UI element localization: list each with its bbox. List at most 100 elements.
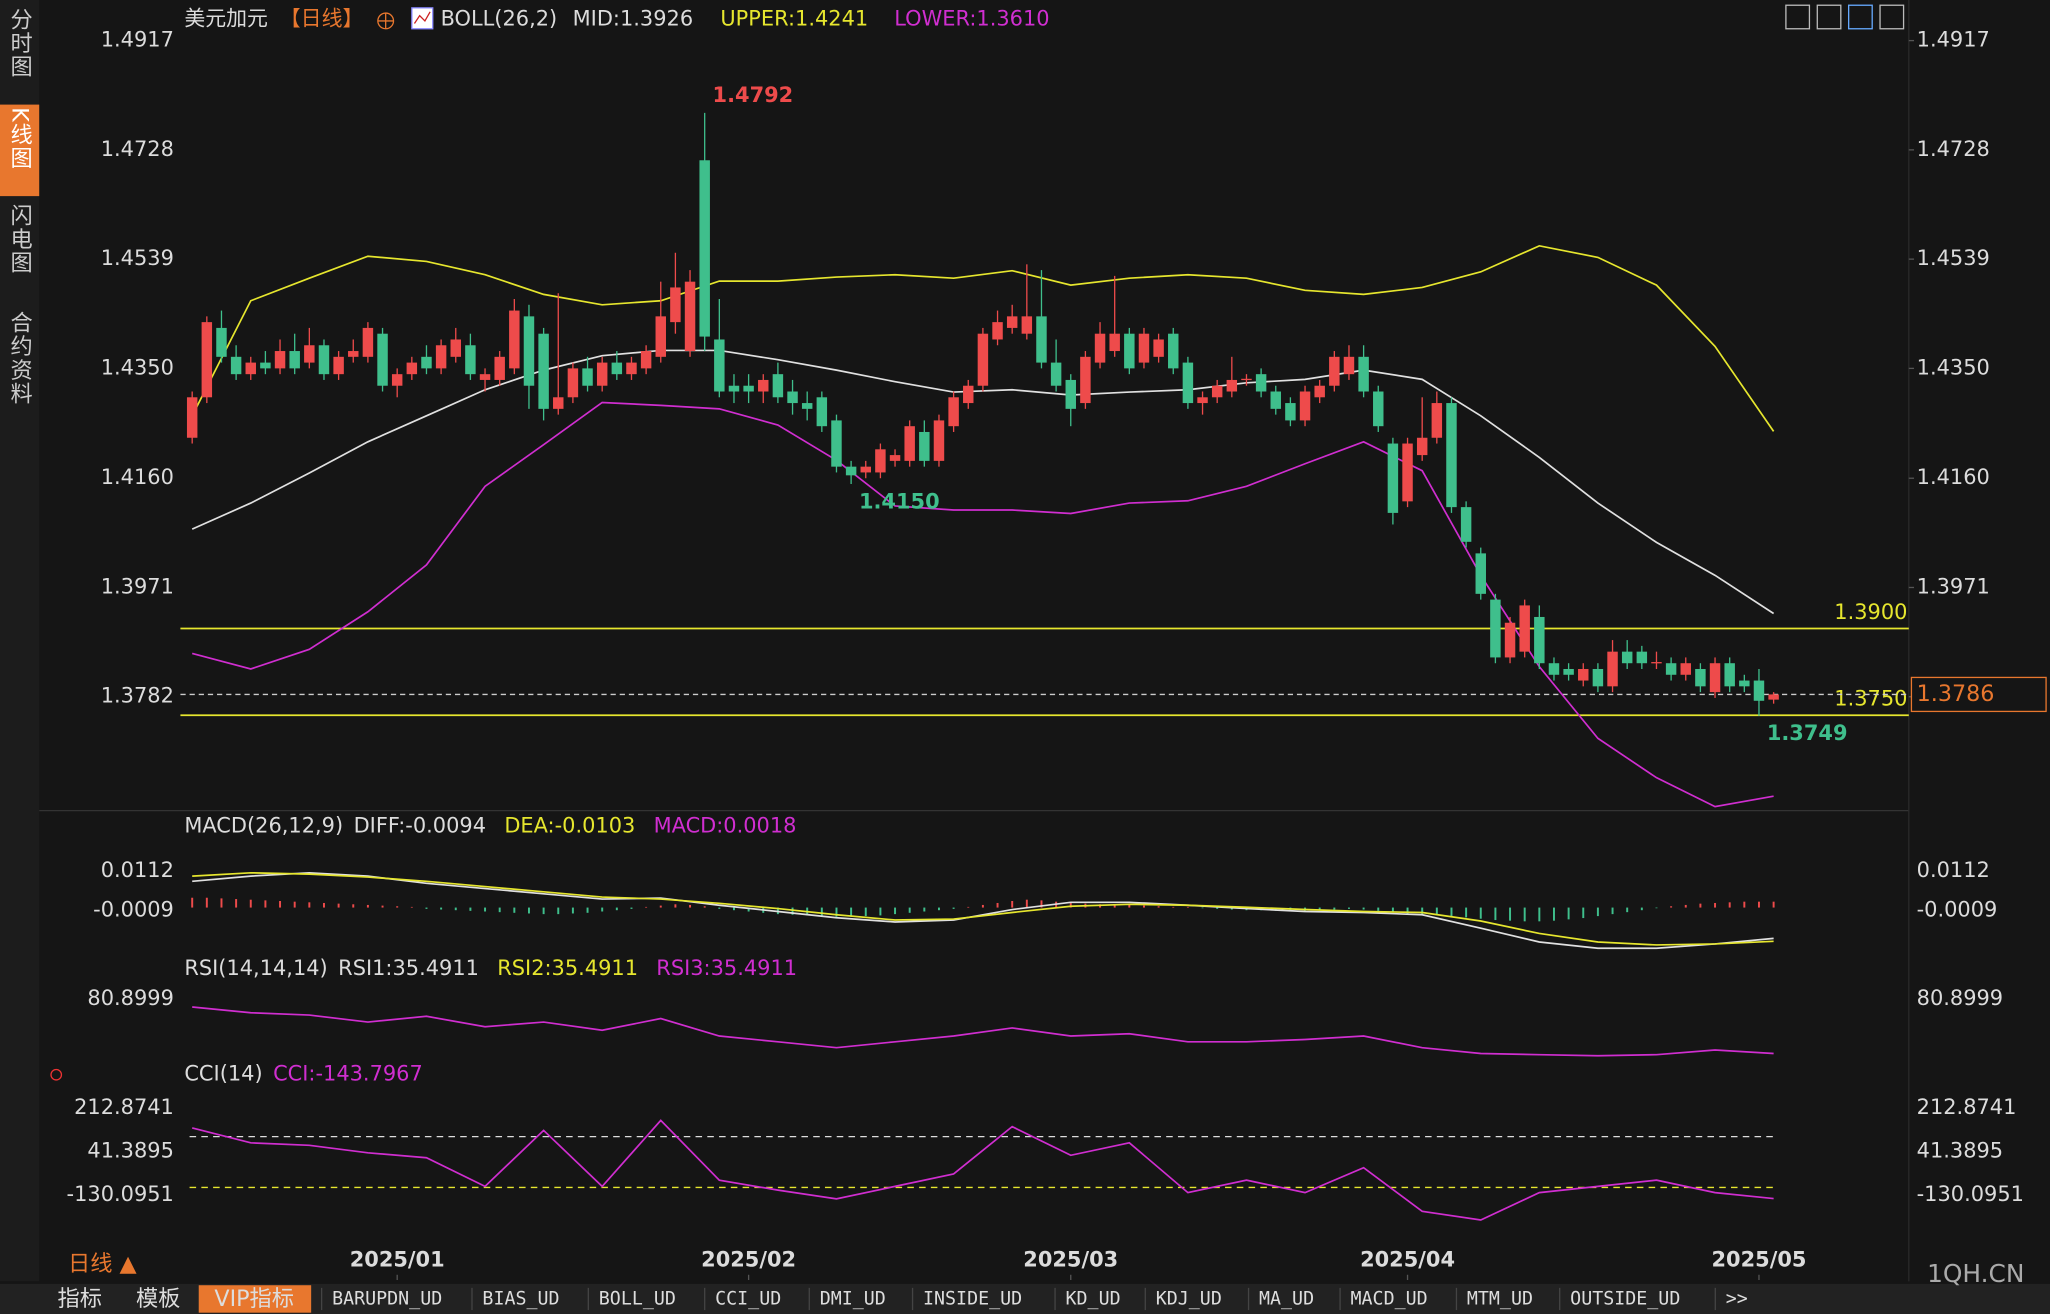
candle-body bbox=[919, 431, 930, 461]
candle-body bbox=[1241, 378, 1252, 381]
candle-body bbox=[1036, 316, 1047, 363]
y-tick-label: -0.0009 bbox=[93, 898, 174, 922]
bottom-tab[interactable]: VIP指标 bbox=[214, 1286, 294, 1312]
settings-icon[interactable] bbox=[50, 1068, 63, 1081]
candle-body bbox=[1753, 680, 1765, 701]
y-tick-label: 41.3895 bbox=[1917, 1139, 2003, 1163]
candle-body bbox=[728, 385, 740, 392]
candle-body bbox=[406, 362, 418, 375]
period-selector[interactable]: 日线 ▲ bbox=[68, 1251, 137, 1277]
panel-legend: DEA:-0.0103 bbox=[504, 813, 635, 837]
y-tick-label: 1.4350 bbox=[101, 355, 174, 379]
bottom-tab[interactable]: KD_UD bbox=[1066, 1289, 1121, 1310]
candle-body bbox=[860, 466, 871, 473]
bottom-tab[interactable]: DMI_UD bbox=[820, 1289, 886, 1310]
bottom-tab[interactable]: INSIDE_UD bbox=[923, 1289, 1022, 1310]
candle-body bbox=[640, 351, 652, 369]
candle-body bbox=[421, 356, 432, 369]
boll-mid: MID:1.3926 bbox=[573, 7, 693, 31]
candle-body bbox=[274, 351, 286, 369]
candle-body bbox=[948, 397, 959, 427]
y-tick-label: 1.4728 bbox=[101, 137, 174, 161]
bottom-tab[interactable]: OUTSIDE_UD bbox=[1570, 1289, 1680, 1310]
candle-body bbox=[1255, 374, 1267, 392]
sidebar bbox=[0, 0, 40, 1282]
sidebar-tab[interactable]: K线图 bbox=[7, 107, 33, 170]
y-tick-label: 1.3971 bbox=[101, 574, 174, 598]
candle-body bbox=[1460, 507, 1472, 542]
y-tick-label: 1.4160 bbox=[1917, 465, 1990, 489]
bottom-tab[interactable]: >> bbox=[1726, 1289, 1748, 1310]
sidebar-tab[interactable]: 分时图 bbox=[7, 7, 33, 78]
candle-body bbox=[787, 391, 798, 404]
last-price-box bbox=[1910, 676, 2047, 713]
bottom-tab[interactable]: MACD_UD bbox=[1351, 1289, 1428, 1310]
candle-body bbox=[889, 455, 901, 461]
candle-body bbox=[1124, 333, 1135, 369]
bottom-tab[interactable]: KDJ_UD bbox=[1156, 1289, 1222, 1310]
indicator-line bbox=[192, 1006, 1774, 1057]
candle-body bbox=[1050, 362, 1062, 386]
y-tick-label: -130.0951 bbox=[67, 1182, 174, 1206]
candle-body bbox=[362, 327, 374, 357]
candle-body bbox=[1109, 333, 1120, 352]
candle-body bbox=[435, 345, 447, 369]
candle-body bbox=[1006, 316, 1018, 328]
candle-body bbox=[772, 374, 784, 398]
candle-body bbox=[304, 345, 315, 363]
candle-body bbox=[1475, 553, 1486, 594]
candle-body bbox=[1168, 333, 1179, 369]
bottom-tab[interactable]: 模板 bbox=[136, 1286, 180, 1312]
x-tick-label: 2025/03 bbox=[1023, 1247, 1118, 1271]
toolbar-icons bbox=[1785, 4, 1905, 30]
bottom-tab[interactable]: MA_UD bbox=[1259, 1289, 1314, 1310]
bottom-tab[interactable]: BOLL_UD bbox=[599, 1289, 676, 1310]
candle-body bbox=[1329, 356, 1340, 386]
candle-body bbox=[245, 362, 256, 375]
bottom-tab[interactable]: MTM_UD bbox=[1467, 1289, 1533, 1310]
y-tick-label: 1.3971 bbox=[1917, 574, 1990, 598]
candle-body bbox=[450, 339, 461, 357]
indicator-line bbox=[192, 871, 1774, 946]
tool-icon[interactable] bbox=[1785, 4, 1811, 30]
bottom-tab[interactable]: BARUPDN_UD bbox=[332, 1289, 442, 1310]
x-tick-label: 2025/04 bbox=[1360, 1247, 1455, 1271]
candle-body bbox=[1592, 668, 1604, 687]
panel-legend: CCI:-143.7967 bbox=[273, 1062, 423, 1086]
candle-body bbox=[230, 356, 242, 375]
tool-icon[interactable] bbox=[1816, 4, 1842, 30]
candle-body bbox=[816, 397, 828, 427]
panel-title: MACD(26,12,9) bbox=[184, 813, 343, 837]
candle-body bbox=[1665, 663, 1677, 675]
candle-body bbox=[743, 385, 754, 392]
tool-icon[interactable] bbox=[1848, 4, 1873, 30]
panel-title: CCI(14) bbox=[184, 1062, 262, 1086]
candle-body bbox=[1621, 651, 1633, 664]
candle-body bbox=[596, 362, 608, 386]
tool-icon[interactable] bbox=[1879, 4, 1905, 30]
sidebar-tab[interactable]: 闪电图 bbox=[7, 204, 33, 275]
candle-body bbox=[1548, 663, 1560, 675]
candle-body bbox=[1270, 391, 1281, 409]
candle-body bbox=[875, 449, 886, 473]
candle-body bbox=[1197, 397, 1208, 404]
bottom-tab[interactable]: BIAS_UD bbox=[482, 1289, 559, 1310]
candle-body bbox=[1504, 622, 1516, 658]
bottom-tab[interactable]: 指标 bbox=[58, 1286, 102, 1312]
candle-body bbox=[831, 420, 842, 467]
candle-body bbox=[801, 403, 813, 409]
y-tick-label: 41.3895 bbox=[87, 1139, 173, 1163]
panel-legend: RSI1:35.4911 bbox=[338, 956, 479, 980]
sidebar-tab[interactable]: 合约资料 bbox=[7, 311, 33, 406]
candle-body bbox=[1387, 443, 1399, 513]
bottom-tab[interactable]: CCI_UD bbox=[715, 1289, 781, 1310]
candle-body bbox=[904, 426, 915, 461]
level-label: 1.3900 bbox=[1834, 600, 1907, 624]
y-tick-label: 80.8999 bbox=[1917, 986, 2003, 1010]
y-tick-label: 0.0112 bbox=[101, 858, 174, 882]
candle-body bbox=[289, 351, 300, 369]
candle-body bbox=[845, 466, 857, 476]
candle-body bbox=[348, 351, 359, 357]
